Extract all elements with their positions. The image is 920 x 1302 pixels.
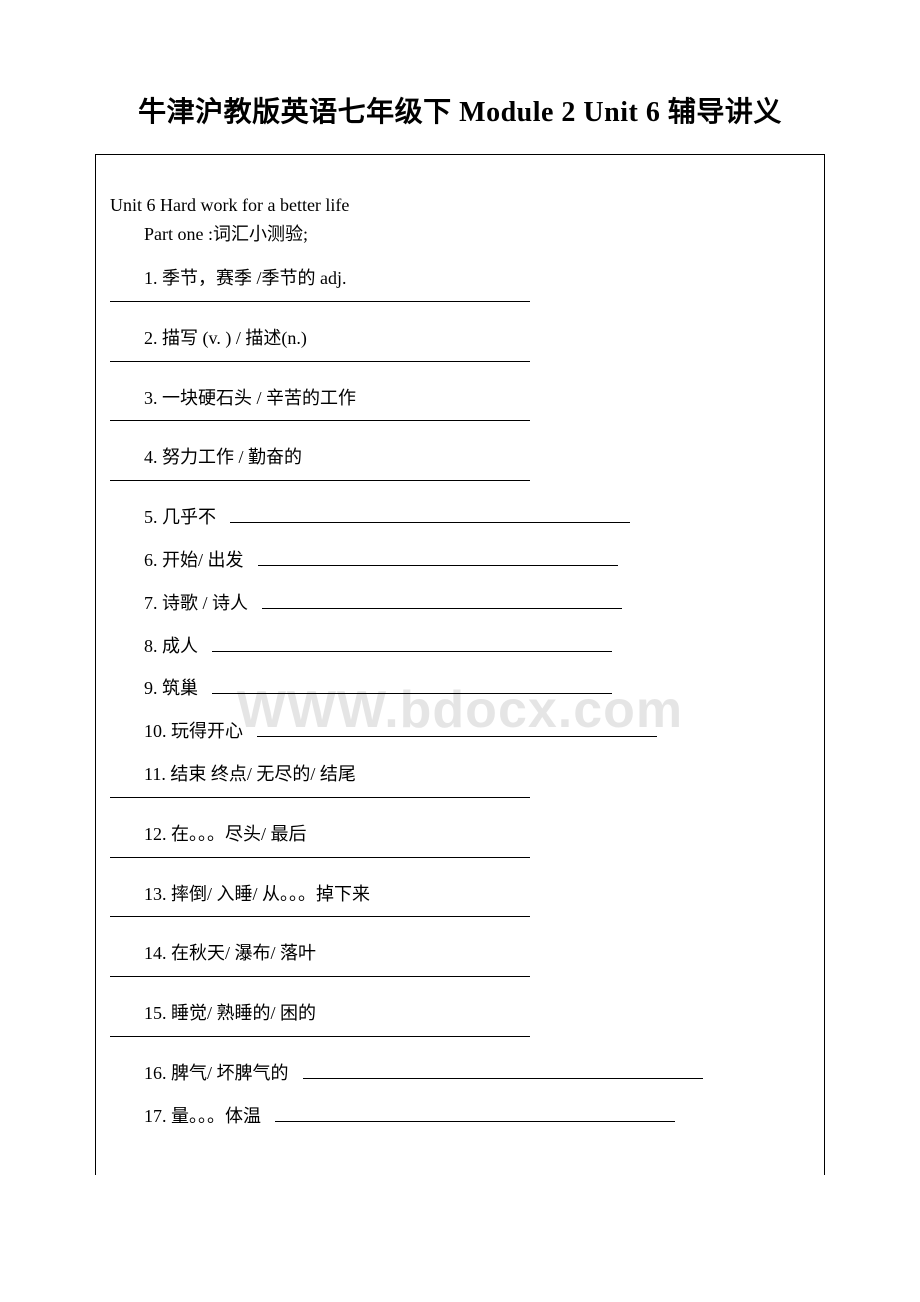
part-line: Part one :词汇小测验;: [144, 220, 810, 246]
vocab-item-text: 4. 努力工作 / 勤奋的: [144, 443, 810, 472]
vocab-item: 1. 季节，赛季 /季节的 adj.: [144, 264, 810, 302]
vocab-item-text: 14. 在秋天/ 瀑布/ 落叶: [144, 939, 810, 968]
answer-blank: [258, 547, 618, 566]
answer-blank: [110, 851, 530, 858]
vocab-item-text: 3. 一块硬石头 / 辛苦的工作: [144, 384, 810, 413]
answer-blank: [303, 1060, 703, 1079]
vocab-item: 17. 量。。。体温: [144, 1102, 810, 1131]
answer-blank: [212, 633, 612, 652]
vocab-item-text: 8. 成人: [144, 636, 198, 656]
vocab-item: 3. 一块硬石头 / 辛苦的工作: [144, 384, 810, 422]
answer-blank: [110, 970, 530, 977]
vocab-item: 8. 成人: [144, 632, 810, 661]
vocab-item-text: 9. 筑巢: [144, 678, 198, 698]
vocab-item-text: 16. 脾气/ 坏脾气的: [144, 1063, 289, 1083]
answer-blank: [212, 675, 612, 694]
vocab-item-text: 5. 几乎不: [144, 507, 216, 527]
answer-blank: [230, 504, 630, 523]
vocab-item: 4. 努力工作 / 勤奋的: [144, 443, 810, 481]
vocab-item-text: 7. 诗歌 / 诗人: [144, 593, 248, 613]
vocab-item-text: 17. 量。。。体温: [144, 1106, 261, 1126]
answer-blank: [110, 910, 530, 917]
vocab-item: 13. 摔倒/ 入睡/ 从。。。掉下来: [144, 880, 810, 918]
answer-blank: [110, 414, 530, 421]
unit-line: Unit 6 Hard work for a better life: [110, 195, 810, 216]
vocab-item-text: 10. 玩得开心: [144, 721, 243, 741]
vocab-item-text: 6. 开始/ 出发: [144, 550, 244, 570]
answer-blank: [275, 1103, 675, 1122]
vocab-item: 6. 开始/ 出发: [144, 546, 810, 575]
page-title: 牛津沪教版英语七年级下 Module 2 Unit 6 辅导讲义: [0, 90, 920, 130]
vocab-item: 14. 在秋天/ 瀑布/ 落叶: [144, 939, 810, 977]
vocab-item: 12. 在。。。尽头/ 最后: [144, 820, 810, 858]
vocab-item: 2. 描写 (v. ) / 描述(n.): [144, 324, 810, 362]
content-frame: Unit 6 Hard work for a better life Part …: [95, 154, 825, 1175]
vocab-item-text: 13. 摔倒/ 入睡/ 从。。。掉下来: [144, 880, 810, 909]
answer-blank: [110, 474, 530, 481]
vocab-item-text: 12. 在。。。尽头/ 最后: [144, 820, 810, 849]
vocab-item-text: 15. 睡觉/ 熟睡的/ 困的: [144, 999, 810, 1028]
vocab-item-text: 11. 结束 终点/ 无尽的/ 结尾: [144, 760, 810, 789]
answer-blank: [110, 355, 530, 362]
vocab-item-text: 1. 季节，赛季 /季节的 adj.: [144, 264, 810, 293]
answer-blank: [110, 791, 530, 798]
vocab-item: 16. 脾气/ 坏脾气的: [144, 1059, 810, 1088]
vocab-item: 7. 诗歌 / 诗人: [144, 589, 810, 618]
vocab-item: 15. 睡觉/ 熟睡的/ 困的: [144, 999, 810, 1037]
vocab-item: 11. 结束 终点/ 无尽的/ 结尾: [144, 760, 810, 798]
vocab-item: 9. 筑巢: [144, 674, 810, 703]
answer-blank: [262, 590, 622, 609]
vocab-item: 5. 几乎不: [144, 503, 810, 532]
answer-blank: [110, 295, 530, 302]
answer-blank: [257, 718, 657, 737]
answer-blank: [110, 1030, 530, 1037]
items-list: 1. 季节，赛季 /季节的 adj. 2. 描写 (v. ) / 描述(n.) 3.…: [110, 264, 810, 1131]
vocab-item: 10. 玩得开心: [144, 717, 810, 746]
vocab-item-text: 2. 描写 (v. ) / 描述(n.): [144, 324, 810, 353]
